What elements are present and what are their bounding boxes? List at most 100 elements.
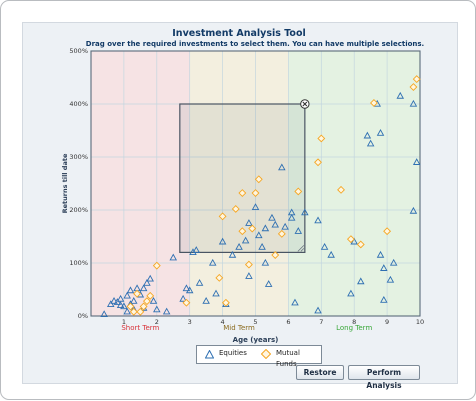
mutual-fund-point	[294, 187, 303, 196]
grip-line	[297, 245, 305, 252]
equity-point	[376, 129, 385, 136]
mutual-fund-point	[231, 205, 240, 213]
mutual-fund-point	[409, 83, 418, 91]
selection-close-icon[interactable]	[300, 99, 310, 109]
x-tick-label: 4	[221, 318, 225, 326]
equity-point	[185, 286, 194, 294]
x-axis-label: Age (years)	[233, 336, 279, 344]
x-tick-label: 9	[385, 318, 389, 326]
equity-point	[195, 279, 204, 286]
equity-point	[291, 298, 299, 306]
equity-point	[113, 298, 122, 305]
mutual-fund-point	[129, 307, 138, 316]
x-tick-label: 3	[188, 318, 192, 326]
equity-point	[412, 158, 421, 165]
mutual-fund-point	[356, 240, 365, 249]
equity-point	[258, 242, 266, 250]
equity-point	[179, 294, 187, 302]
restore-button[interactable]: Restore	[296, 365, 344, 380]
equity-point	[116, 301, 125, 309]
chart-title: Investment Analysis Tool	[172, 28, 305, 39]
mutual-fund-point	[142, 297, 151, 306]
mutual-fund-point	[314, 158, 322, 167]
x-tick-label: 1	[122, 318, 126, 326]
equity-point	[376, 250, 385, 258]
y-tick-label: 400%	[69, 100, 88, 108]
equity-point	[314, 216, 322, 224]
mutual-fund-point	[133, 289, 141, 298]
equity-point	[278, 163, 286, 171]
perform-analysis-button[interactable]: Perform Analysis	[348, 365, 420, 390]
equity-point	[110, 297, 118, 304]
x-tick-label: 7	[319, 318, 323, 326]
region-label-0: Short Term	[121, 324, 159, 332]
equity-point	[255, 231, 263, 239]
y-tick-label: 200%	[69, 206, 88, 214]
equity-point	[146, 274, 154, 282]
mutual-fund-point	[412, 75, 421, 84]
instruction-text: Drag over the required investments to se…	[86, 40, 424, 48]
equity-point	[380, 264, 388, 271]
equity-point	[396, 91, 405, 99]
equity-point	[192, 246, 201, 253]
equity-point	[366, 139, 375, 147]
equity-point	[245, 272, 253, 279]
equity-point	[189, 248, 197, 256]
equity-point	[314, 306, 322, 314]
equity-point	[116, 294, 125, 302]
equity-point	[386, 275, 395, 283]
grip-line	[300, 248, 305, 252]
legend-equities-label: Equities	[219, 349, 247, 357]
equity-point	[241, 236, 250, 244]
selection-close-stroke	[302, 101, 308, 107]
equity-point	[100, 310, 108, 318]
mutual-fund-point	[146, 291, 155, 300]
equities-legend-icon	[205, 350, 214, 359]
equity-point	[169, 253, 178, 261]
mutual-fund-point	[139, 302, 148, 311]
mutual-fund-point	[221, 298, 230, 307]
equity-point	[228, 250, 237, 258]
equity-point	[261, 224, 270, 232]
equity-point	[294, 227, 303, 234]
mutual-fund-point	[126, 302, 135, 311]
equity-point	[320, 242, 329, 250]
y-tick-label: 300%	[69, 153, 88, 161]
x-tick-label: 5	[253, 318, 257, 326]
equity-point	[130, 297, 138, 304]
mutual-fund-point	[271, 251, 280, 259]
equity-point	[153, 305, 161, 313]
mutual-fund-point	[136, 307, 145, 316]
equity-point	[120, 302, 128, 310]
y-tick-label: 100%	[69, 259, 88, 267]
legend-mutual-funds-label: Mutual Funds	[276, 349, 300, 368]
mutual-fund-point	[182, 298, 191, 307]
plot-border	[90, 50, 421, 317]
equity-point	[162, 307, 171, 315]
equity-point	[380, 295, 388, 303]
equity-point	[350, 237, 358, 245]
equity-point	[347, 289, 355, 297]
selection-resize-grip-icon[interactable]	[297, 245, 305, 252]
equity-point	[287, 208, 296, 216]
equity-point	[123, 307, 131, 315]
mutual-fund-point	[383, 227, 392, 236]
x-tick-label: 8	[352, 318, 356, 326]
equity-point	[301, 208, 309, 216]
mutual-fund-point	[254, 175, 263, 184]
y-tick-label: 500%	[69, 47, 88, 55]
equity-point	[363, 131, 372, 139]
x-tick-label: 2	[155, 318, 159, 326]
mutual-fund-point	[277, 229, 286, 238]
region-band-1	[189, 51, 289, 316]
equity-point	[235, 242, 243, 250]
equity-point	[271, 220, 280, 228]
equity-point	[287, 213, 296, 221]
mutual-fund-point	[337, 185, 345, 194]
region-band-0	[91, 51, 190, 316]
mutual-fund-point	[251, 189, 260, 197]
equity-point	[389, 258, 398, 266]
equity-point	[251, 203, 260, 211]
